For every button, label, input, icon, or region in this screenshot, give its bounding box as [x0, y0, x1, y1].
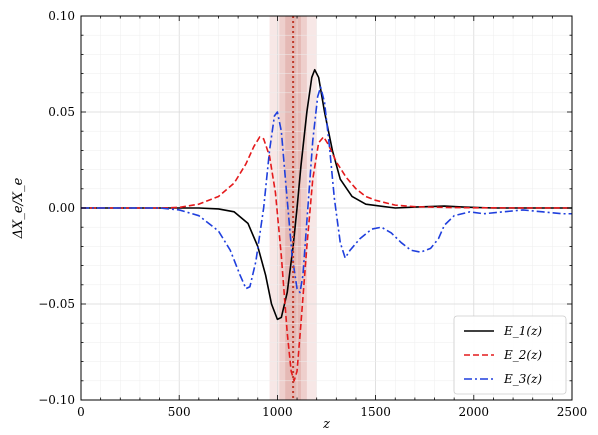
x-tick-label: 1500	[360, 405, 391, 419]
axis-labels: z ΔX_e/X_e	[11, 177, 330, 432]
legend-label-3: E_3(z)	[503, 372, 542, 386]
y-tick-label: −0.05	[38, 297, 75, 311]
legend-label-1: E_1(z)	[503, 324, 542, 338]
y-tick-label: 0.05	[48, 105, 75, 119]
series-line-3	[81, 86, 572, 294]
series-lines	[81, 68, 573, 382]
legend: E_1(z) E_2(z) E_3(z)	[453, 315, 567, 395]
y-tick-label: −0.10	[38, 393, 75, 407]
series-line-2	[81, 136, 573, 382]
x-tick-label: 2000	[459, 405, 490, 419]
legend-label-2: E_2(z)	[503, 348, 542, 362]
y-tick-label: 0.10	[48, 9, 75, 23]
x-tick-label: 1000	[262, 405, 293, 419]
x-tick-label: 2500	[557, 405, 588, 419]
x-axis-label: z	[322, 417, 330, 432]
x-tick-label: 500	[168, 405, 191, 419]
legend-box	[453, 315, 567, 395]
y-axis-label: ΔX_e/X_e	[11, 177, 26, 239]
x-tick-label: 0	[77, 405, 85, 419]
x-ticks: 0 500 1000 1500 2000 2500	[77, 16, 587, 419]
y-ticks: −0.10 −0.05 0.00 0.05 0.10	[38, 9, 572, 407]
y-tick-label: 0.00	[48, 201, 75, 215]
series-line-1	[81, 68, 572, 321]
